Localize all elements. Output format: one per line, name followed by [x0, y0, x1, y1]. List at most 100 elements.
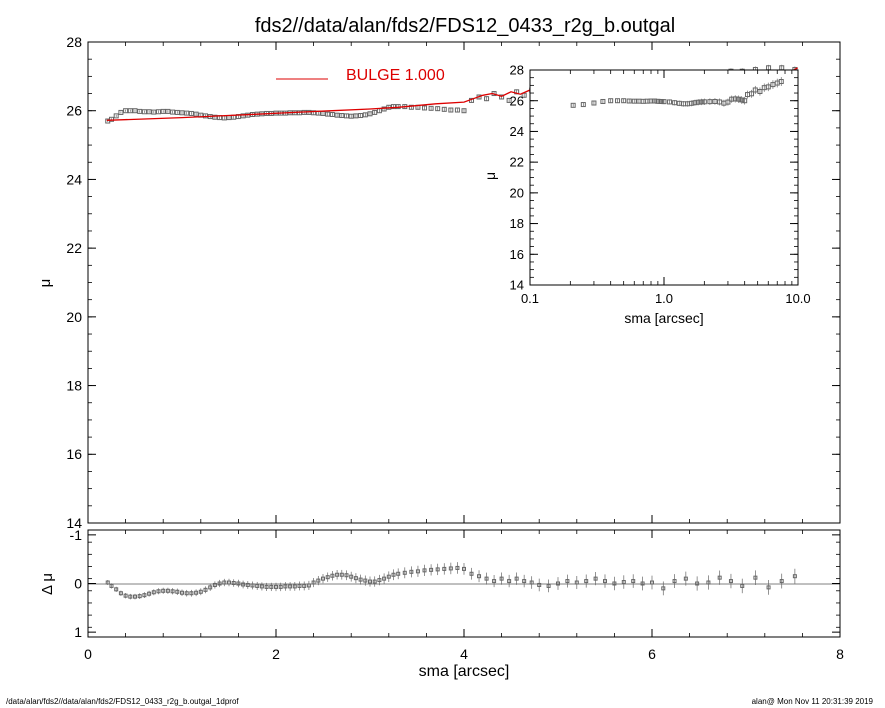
y-tick-label: 26	[66, 103, 82, 119]
data-point	[484, 96, 490, 102]
data-point	[118, 109, 124, 115]
inset-y-label: μ	[482, 172, 498, 180]
data-point	[608, 98, 614, 104]
data-point	[650, 580, 654, 585]
main-y-label: μ	[37, 279, 54, 288]
data-point	[765, 84, 771, 90]
y-tick-label: 16	[66, 446, 82, 462]
legend: BULGE 1.000	[276, 67, 445, 84]
x-tick-label: 6	[648, 646, 656, 662]
data-point	[615, 98, 621, 104]
data-point	[778, 79, 784, 85]
data-point	[435, 106, 441, 112]
data-point	[507, 579, 512, 584]
data-point	[712, 98, 718, 104]
data-point	[269, 584, 274, 589]
data-point	[377, 578, 382, 583]
data-point	[422, 568, 427, 573]
x-tick-label: 0.1	[521, 291, 539, 306]
data-point	[292, 584, 297, 589]
data-point	[274, 584, 278, 589]
x-tick-label: 10.0	[785, 291, 810, 306]
data-point	[655, 98, 661, 104]
data-point	[736, 96, 742, 102]
data-point	[701, 99, 707, 105]
data-point	[141, 109, 147, 115]
data-point	[133, 594, 137, 599]
data-point	[492, 579, 497, 584]
data-point	[105, 580, 110, 585]
y-tick-label: 20	[510, 185, 524, 200]
data-point	[779, 579, 784, 584]
data-point	[160, 108, 166, 114]
data-point	[349, 574, 354, 579]
data-point	[408, 104, 414, 110]
data-point	[137, 594, 142, 599]
data-point	[391, 104, 396, 110]
data-point	[749, 91, 755, 97]
data-point	[753, 575, 758, 580]
data-point	[250, 583, 255, 588]
inset-x-label: sma [arcsec]	[624, 310, 703, 326]
data-point	[362, 112, 368, 118]
inset-data-points	[570, 77, 784, 108]
data-point	[386, 574, 391, 579]
data-point	[603, 579, 607, 584]
y-tick-label: 28	[510, 63, 524, 78]
data-point	[584, 579, 589, 584]
data-point	[381, 106, 387, 112]
data-point	[499, 94, 505, 100]
data-point	[325, 575, 330, 580]
data-point	[161, 588, 166, 593]
data-point	[128, 594, 133, 599]
data-point	[170, 589, 175, 594]
y-tick-label: 26	[510, 93, 524, 108]
data-point	[600, 98, 606, 104]
data-point	[717, 575, 722, 580]
data-point	[335, 572, 340, 577]
data-point	[591, 100, 597, 106]
data-point	[621, 580, 626, 585]
inset-plot-frame	[529, 69, 799, 286]
y-tick-label: 22	[66, 240, 82, 256]
data-point	[725, 99, 731, 105]
residual-panel: 0 2 4 6 810-1 Δ μ sma [arcsec]	[39, 527, 844, 680]
data-point	[156, 589, 161, 594]
data-point	[448, 566, 453, 571]
y-tick-label: 14	[66, 515, 82, 531]
data-point	[306, 583, 311, 588]
data-point	[695, 99, 701, 105]
data-point	[429, 567, 434, 572]
data-point	[752, 87, 758, 93]
data-point	[203, 587, 208, 592]
data-point	[321, 576, 325, 581]
data-point	[454, 107, 460, 113]
data-point	[428, 105, 434, 111]
data-point	[640, 581, 645, 586]
residual-data-points	[105, 562, 797, 600]
data-point	[740, 583, 745, 588]
data-point	[367, 111, 373, 117]
y-tick-label: 24	[66, 171, 82, 187]
data-point	[514, 576, 519, 581]
data-point	[631, 98, 637, 104]
data-point	[692, 100, 698, 106]
y-tick-label: 24	[510, 124, 524, 139]
data-point	[728, 579, 733, 584]
data-point	[348, 113, 354, 119]
data-point	[311, 110, 317, 116]
data-point	[402, 570, 407, 575]
footer-timestamp: alan@ Mon Nov 11 20:31:39 2019	[751, 697, 873, 706]
data-point	[574, 580, 579, 585]
data-point	[626, 98, 632, 104]
data-point	[695, 581, 700, 586]
data-point	[231, 581, 236, 586]
residual-ticks: 0 2 4 6 810-1	[70, 527, 845, 662]
data-point	[358, 113, 364, 119]
x-tick-label: 8	[836, 646, 844, 662]
data-point	[236, 581, 241, 586]
data-point	[325, 111, 331, 117]
data-point	[661, 99, 667, 105]
data-point	[311, 580, 316, 585]
